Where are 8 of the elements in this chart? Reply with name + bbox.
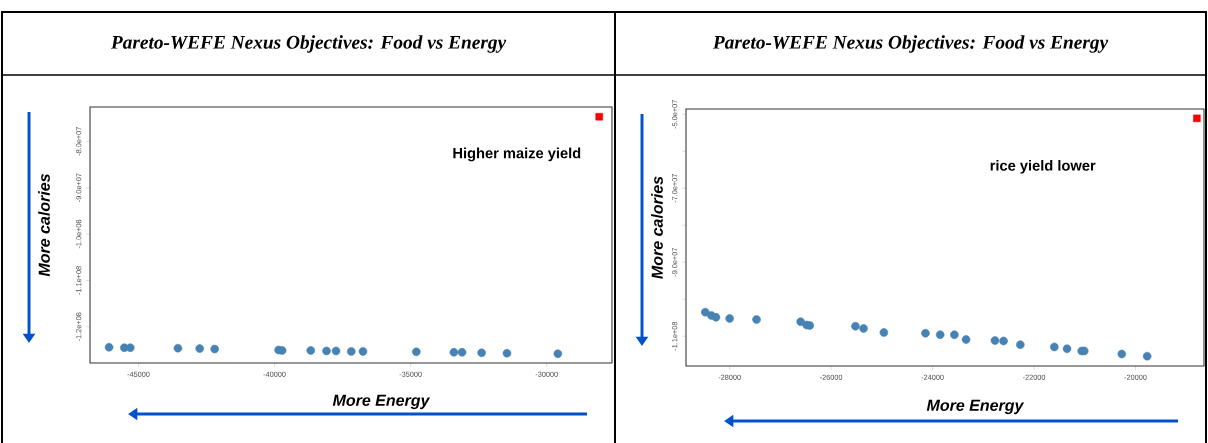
x-axis-title: More Energy xyxy=(332,394,431,410)
y-axis-title: More calories xyxy=(651,176,663,279)
annotation: Higher maize yield xyxy=(453,147,581,162)
x-axis-title: More Energy xyxy=(926,399,1025,415)
chart-title: Pareto-WEFE Nexus Objectives: Food vs Energy xyxy=(110,35,507,53)
y-axis-title: More calories xyxy=(38,173,50,277)
chart-title: Pareto-WEFE Nexus Objectives: Food vs Energy xyxy=(712,35,1109,53)
annotation: rice yield lower xyxy=(990,159,1096,174)
